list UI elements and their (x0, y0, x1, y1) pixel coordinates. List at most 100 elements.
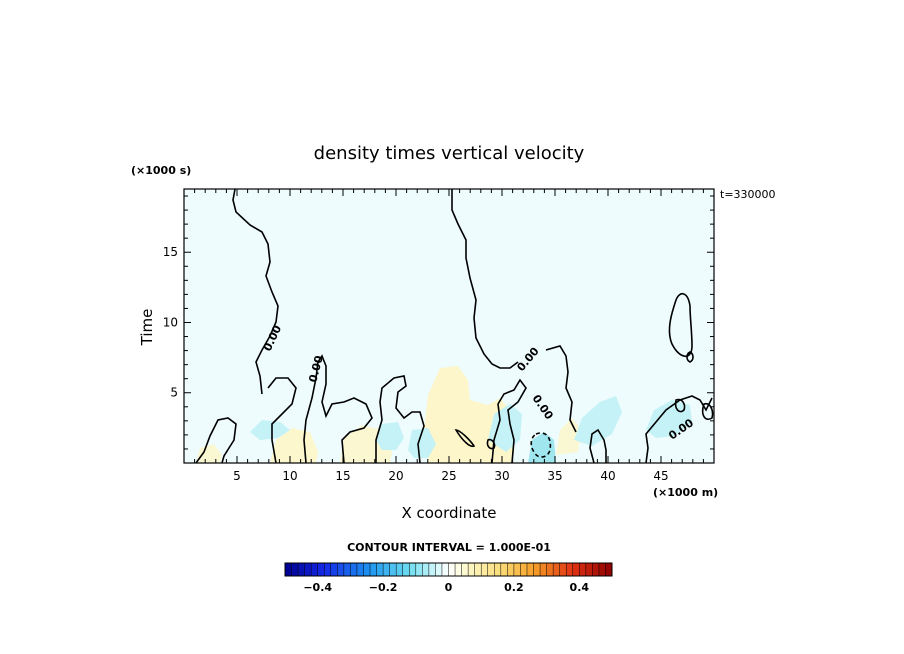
colorbar-cell (285, 563, 292, 576)
colorbar-tick-label: 0.4 (570, 581, 590, 594)
colorbar-tick-label: 0 (445, 581, 453, 594)
y-axis-unit: (×1000 s) (131, 164, 191, 177)
colorbar-cell (474, 563, 482, 576)
x-tick-label: 5 (233, 469, 241, 483)
y-tick-label: 5 (170, 386, 178, 400)
colorbar-cell (389, 563, 397, 576)
y-axis-label: Time (138, 309, 156, 347)
colorbar-cell (422, 563, 430, 576)
colorbar-cell (533, 563, 541, 576)
colorbar-cell (383, 563, 390, 576)
colorbar-cell (435, 563, 443, 576)
contour-zero-line (491, 378, 527, 463)
colorbar-cell (494, 563, 502, 576)
colorbar-cell (298, 563, 305, 576)
chart-title: density times vertical velocity (314, 143, 585, 164)
negative-patch (574, 396, 622, 446)
shaded-field (196, 366, 692, 463)
contour-closed (486, 438, 496, 450)
colorbar-cell (520, 563, 528, 576)
colorbar-cell (481, 563, 489, 576)
colorbar-tick-label: −0.2 (369, 581, 398, 594)
contour-interval-label: CONTOUR INTERVAL = 1.000E-01 (347, 541, 551, 554)
negative-patch (408, 428, 436, 458)
y-tick-label: 10 (163, 315, 178, 329)
colorbar-cell (605, 563, 613, 576)
colorbar-cell (468, 563, 475, 576)
contour-closed (530, 432, 552, 458)
colorbar-cell (579, 563, 587, 576)
colorbar-tick-label: 0.2 (504, 581, 524, 594)
contour-closed (686, 351, 694, 363)
y-tick-label: 15 (163, 245, 178, 259)
colorbar-cell (553, 563, 560, 576)
colorbar-cell (337, 563, 345, 576)
colorbar-cell (592, 563, 600, 576)
x-tick-label: 25 (441, 469, 456, 483)
x-tick-label: 40 (600, 469, 615, 483)
colorbar-cell (461, 563, 469, 576)
contour-closed (701, 402, 714, 420)
x-tick-label: 15 (335, 469, 350, 483)
time-stamp: t=330000 (720, 188, 776, 201)
colorbar-cell (363, 563, 371, 576)
plot-area: 0.00 0.00 0.00 0.00 0.00 5 10 15 20 25 30 35 40… (163, 188, 715, 483)
colorbar-cell (343, 563, 351, 576)
colorbar-tick-labels: −0.4 −0.2 0 0.2 0.4 (303, 581, 589, 594)
colorbar-cell (507, 563, 515, 576)
contour-zero-line (589, 428, 607, 463)
colorbar-cell (304, 563, 312, 576)
negative-patch (250, 420, 290, 440)
x-tick-label: 30 (494, 469, 509, 483)
colorbar-cell (311, 563, 318, 576)
colorbar-cell (356, 563, 364, 576)
contour-zero-line (545, 345, 577, 433)
colorbar-cell (546, 563, 554, 576)
colorbar-cell (350, 563, 358, 576)
colorbar-cell (376, 563, 384, 576)
contour-zero-line (303, 354, 373, 463)
colorbar-cell (402, 563, 410, 576)
colorbar-cell (324, 563, 332, 576)
x-axis-label: X coordinate (401, 504, 496, 522)
colorbar-cell (330, 563, 338, 576)
colorbar-cell (513, 563, 521, 576)
x-tick-label: 10 (282, 469, 297, 483)
x-tick-label: 20 (388, 469, 403, 483)
positive-patch (556, 418, 582, 455)
contour-closed (454, 429, 476, 448)
colorbar (284, 563, 613, 576)
colorbar-cell (526, 563, 534, 576)
contour-closed (668, 293, 693, 358)
x-axis-unit: (×1000 m) (653, 486, 718, 499)
colorbar-cell (455, 563, 462, 576)
colorbar-cell (291, 563, 299, 576)
axis-ticks (184, 189, 714, 463)
colorbar-cell (566, 563, 574, 576)
colorbar-cell (448, 563, 456, 576)
x-tick-label: 35 (547, 469, 562, 483)
positive-patch (196, 444, 222, 463)
colorbar-cell (585, 563, 593, 576)
contour-zero-line (267, 377, 297, 463)
contour-zero-line (195, 417, 237, 463)
colorbar-cell (409, 563, 417, 576)
colorbar-cell (598, 563, 606, 576)
contour-zero-line (232, 189, 279, 395)
colorbar-cell (428, 563, 436, 576)
colorbar-cell (572, 563, 580, 576)
colorbar-cell (500, 563, 508, 576)
colorbar-cell (487, 563, 495, 576)
contour-closed (674, 398, 686, 413)
colorbar-cell (370, 563, 377, 576)
colorbar-cell (396, 563, 404, 576)
x-tick-label: 45 (653, 469, 668, 483)
colorbar-cell (441, 563, 449, 576)
colorbar-cell (559, 563, 567, 576)
colorbar-tick-label: −0.4 (303, 581, 332, 594)
contour-zero-line (375, 375, 425, 463)
negative-patch (646, 400, 692, 438)
x-tick-labels: 5 10 15 20 25 30 35 40 45 (233, 469, 668, 483)
contour-zero-line (451, 189, 519, 369)
